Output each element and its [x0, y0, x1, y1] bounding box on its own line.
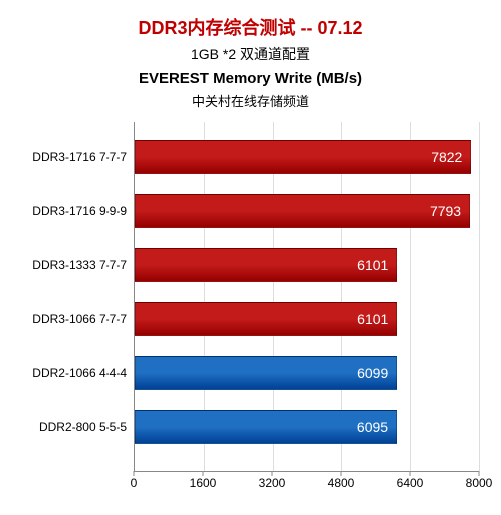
chart-subtitle-config: 1GB *2 双通道配置: [18, 44, 483, 64]
bar-category-label: DDR2-1066 4-4-4: [19, 366, 135, 380]
bar: 6101: [135, 248, 397, 282]
bar: 6099: [135, 356, 397, 390]
bar-row: DDR2-800 5-5-56095: [135, 410, 479, 444]
chart-title-main: DDR3内存综合测试 -- 07.12: [18, 14, 483, 40]
bar-row: DDR2-1066 4-4-46099: [135, 356, 479, 390]
chart-container: DDR3内存综合测试 -- 07.12 1GB *2 双通道配置 EVEREST…: [0, 0, 501, 502]
bar-category-label: DDR3-1333 7-7-7: [19, 258, 135, 272]
x-tick-label: 0: [131, 476, 138, 490]
bar-category-label: DDR3-1716 9-9-9: [19, 204, 135, 218]
x-axis-ticks: 016003200480064008000: [134, 472, 479, 492]
bar-category-label: DDR3-1066 7-7-7: [19, 312, 135, 326]
chart-subtitle-metric: EVEREST Memory Write (MB/s): [18, 70, 483, 87]
chart-plot-area: DDR3-1716 7-7-77822 DDR3-1716 9-9-97793 DD…: [134, 122, 479, 472]
chart-subtitle-source: 中关村在线存储频道: [18, 91, 483, 110]
bar-row: DDR3-1716 7-7-77822: [135, 140, 479, 174]
bar-value-label: 6101: [357, 311, 388, 327]
bar-row: DDR3-1066 7-7-76101: [135, 302, 479, 336]
x-tick-label: 1600: [190, 476, 217, 490]
bar-value-label: 7793: [430, 203, 461, 219]
x-tick-label: 8000: [466, 476, 493, 490]
bar: 7793: [135, 194, 470, 228]
bar: 6101: [135, 302, 397, 336]
x-tick-label: 4800: [328, 476, 355, 490]
bar-row: DDR3-1333 7-7-76101: [135, 248, 479, 282]
bar-category-label: DDR3-1716 7-7-7: [19, 150, 135, 164]
bar-value-label: 6101: [357, 257, 388, 273]
bar-value-label: 7822: [431, 149, 462, 165]
x-tick-label: 3200: [259, 476, 286, 490]
bar: 6095: [135, 410, 397, 444]
x-tick-label: 6400: [397, 476, 424, 490]
bar-value-label: 6099: [357, 365, 388, 381]
bar-row: DDR3-1716 9-9-97793: [135, 194, 479, 228]
chart-titles: DDR3内存综合测试 -- 07.12 1GB *2 双通道配置 EVEREST…: [18, 14, 483, 110]
bar: 7822: [135, 140, 471, 174]
bar-category-label: DDR2-800 5-5-5: [19, 420, 135, 434]
bar-value-label: 6095: [357, 419, 388, 435]
gridline: [479, 122, 480, 471]
